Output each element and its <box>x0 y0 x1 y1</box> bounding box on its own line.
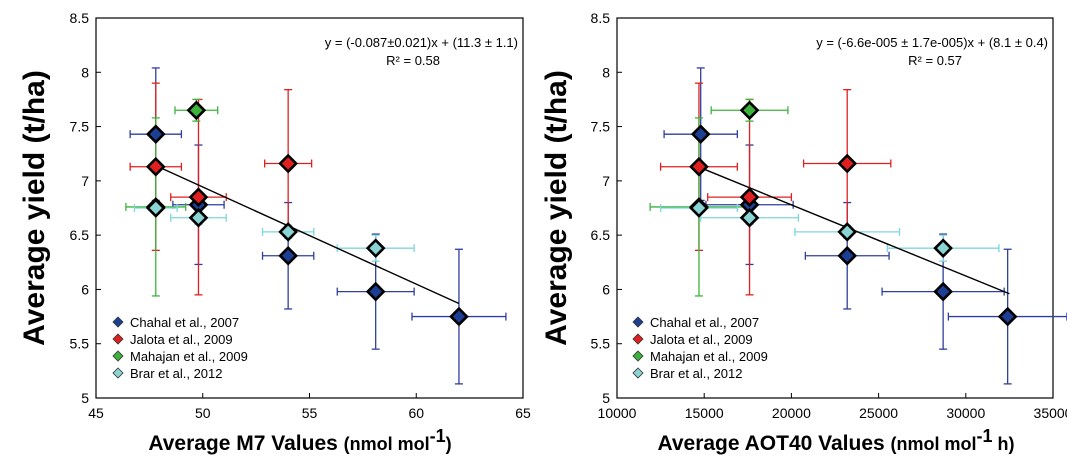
legend-label: Jalota et al., 2009 <box>130 332 233 347</box>
legend-marker <box>632 333 644 345</box>
x-axis-unit-close: ) <box>446 434 452 454</box>
data-point-marker <box>739 207 760 228</box>
data-point-marker <box>188 187 209 207</box>
x-axis-unit-close: h) <box>993 434 1015 454</box>
x-tick-label: 60 <box>408 405 424 421</box>
data-point-marker <box>690 124 711 145</box>
data-point-marker <box>933 281 953 302</box>
legend-marker <box>112 316 124 328</box>
x-axis-unit: (nmol mol <box>344 434 430 454</box>
legend-label: Jalota et al., 2009 <box>650 332 753 347</box>
legend-marker <box>112 333 124 345</box>
legend-marker <box>112 350 124 362</box>
legend: Chahal et al., 2007 Jalota et al., 2009 Ma… <box>112 315 248 381</box>
legend-marker <box>112 367 124 379</box>
data-point-marker <box>689 198 709 218</box>
legend-marker <box>632 367 644 379</box>
legend-label: Brar et al., 2012 <box>650 366 743 381</box>
x-tick-label: 35000 <box>1034 405 1067 421</box>
data-point-marker <box>278 222 298 242</box>
y-tick-label: 8 <box>81 64 89 80</box>
x-axis-unit-exponent: -1 <box>977 426 993 446</box>
data-point-marker <box>278 245 298 266</box>
data-point-marker <box>145 156 166 177</box>
data-point-marker <box>739 187 760 207</box>
data-point-marker <box>145 198 166 218</box>
y-tick-label: 7.5 <box>70 119 90 135</box>
data-point-marker <box>365 281 386 302</box>
r-squared-label: R² = 0.58 <box>386 53 440 68</box>
y-tick-label: 6.5 <box>591 227 611 243</box>
data-point-marker <box>837 222 858 242</box>
x-tick-label: 50 <box>195 405 211 421</box>
plot-area-frame <box>616 17 1054 399</box>
data-point-marker <box>837 153 858 174</box>
x-tick-label: 55 <box>302 405 318 421</box>
legend-marker <box>632 316 644 328</box>
data-point-marker <box>739 100 760 121</box>
x-tick-label: 45 <box>88 405 104 421</box>
data-point-marker <box>186 100 207 121</box>
legend-label: Mahajan et al., 2009 <box>650 349 768 364</box>
data-point-marker <box>997 306 1018 327</box>
y-axis-label: Average yield (t/ha) <box>540 70 573 346</box>
x-axis-unit-exponent: -1 <box>430 426 446 446</box>
data-point-marker <box>689 156 709 177</box>
legend-label: Chahal et al., 2007 <box>650 315 759 330</box>
x-tick-label: 30000 <box>946 405 985 421</box>
y-tick-label: 6 <box>602 281 610 297</box>
data-point-marker <box>188 207 209 228</box>
y-axis-label: Average yield (t/ha) <box>18 70 51 346</box>
data-point-marker <box>278 153 298 174</box>
y-tick-label: 8.5 <box>591 10 611 26</box>
legend-marker <box>632 350 644 362</box>
y-tick-label: 8 <box>602 64 610 80</box>
legend: Chahal et al., 2007 Jalota et al., 2009 Ma… <box>632 315 768 381</box>
y-tick-label: 6.5 <box>70 227 90 243</box>
chart-m7: 5 5.5 6 6.5 7 7.5 8 8.5 45 50 55 60 65 Average yield … <box>18 10 531 455</box>
x-tick-label: 15000 <box>685 405 724 421</box>
x-tick-label: 20000 <box>772 405 811 421</box>
y-tick-label: 6 <box>81 281 89 297</box>
x-axis-title: Average M7 Values <box>148 432 343 455</box>
data-point-marker <box>145 124 166 145</box>
r-squared-label: R² = 0.57 <box>908 53 962 68</box>
y-tick-label: 5 <box>602 390 610 406</box>
x-tick-label: 10000 <box>598 405 637 421</box>
x-axis-label: Average M7 Values (nmol mol-1) <box>148 426 451 455</box>
regression-equation: y = (-0.087±0.021)x + (11.3 ± 1.1) <box>325 35 518 50</box>
x-axis-label: Average AOT40 Values (nmol mol-1 h) <box>657 426 1014 455</box>
trend-line <box>155 165 460 305</box>
y-tick-label: 7 <box>602 173 610 189</box>
y-tick-label: 5 <box>81 390 89 406</box>
y-tick-label: 5.5 <box>591 336 611 352</box>
data-point-marker <box>933 238 953 259</box>
y-tick-label: 8.5 <box>70 10 90 26</box>
regression-equation: y = (-6.6e-005 ± 1.7e-005)x + (8.1 ± 0.4… <box>816 35 1048 50</box>
x-axis-title: Average AOT40 Values <box>657 432 890 455</box>
chart-aot40: 5 5.5 6 6.5 7 7.5 8 8.5 10000 15000 20000 25000 3000… <box>540 10 1067 455</box>
data-point-marker <box>837 245 858 266</box>
y-tick-label: 7.5 <box>591 119 611 135</box>
x-tick-label: 65 <box>515 405 531 421</box>
legend-label: Mahajan et al., 2009 <box>130 349 248 364</box>
y-tick-label: 7 <box>81 173 89 189</box>
data-point-marker <box>365 238 386 259</box>
y-tick-label: 5.5 <box>70 336 90 352</box>
x-axis-unit: (nmol mol <box>891 434 977 454</box>
legend-label: Chahal et al., 2007 <box>130 315 239 330</box>
data-point-marker <box>449 306 469 327</box>
legend-label: Brar et al., 2012 <box>130 366 223 381</box>
x-tick-label: 25000 <box>859 405 898 421</box>
